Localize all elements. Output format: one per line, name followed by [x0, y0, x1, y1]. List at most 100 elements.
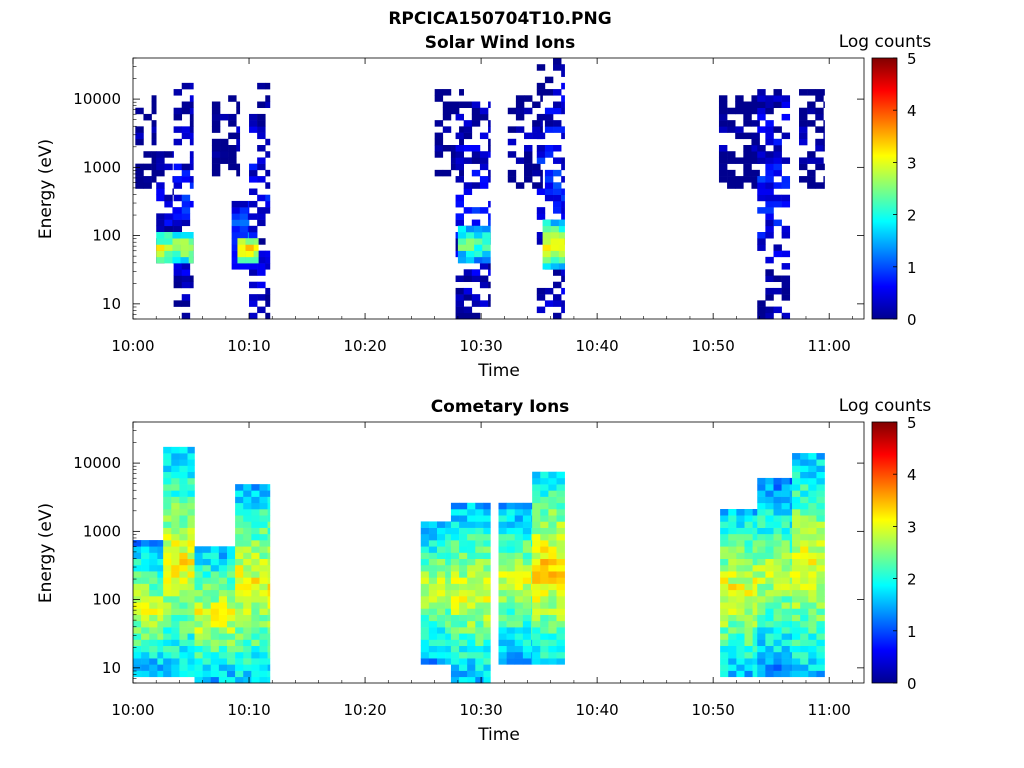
heatmap-cell: [514, 577, 524, 584]
heatmap-cell: [482, 256, 491, 264]
heatmap-cell: [743, 107, 752, 115]
heatmap-cell: [173, 275, 183, 283]
heatmap-cell: [514, 633, 524, 640]
heatmap-cell: [799, 163, 808, 171]
heatmap-cell: [149, 540, 158, 547]
heatmap-cell: [259, 614, 268, 622]
heatmap-cell: [172, 219, 174, 227]
heatmap-cell: [251, 521, 260, 528]
heatmap-cell: [514, 546, 524, 553]
heatmap-cell: [498, 651, 507, 659]
heatmap-cell: [720, 577, 729, 584]
heatmap-cell: [789, 521, 793, 528]
heatmap-cell: [445, 602, 452, 609]
heatmap-cell: [226, 571, 236, 578]
heatmap-cell: [556, 658, 565, 665]
heatmap-cell: [757, 521, 766, 528]
heatmap-cell: [757, 658, 766, 665]
heatmap-cell: [522, 502, 532, 510]
heatmap-cell: [249, 200, 258, 208]
heatmap-cell: [257, 238, 266, 245]
heatmap-cell: [488, 169, 491, 177]
heatmap-cell: [483, 602, 491, 609]
heatmap-cell: [450, 521, 460, 528]
heatmap-cell: [164, 225, 173, 233]
heatmap-cell: [765, 558, 774, 566]
heatmap-cell: [548, 639, 557, 647]
heatmap-cell: [815, 163, 824, 171]
heatmap-cell: [781, 490, 791, 497]
heatmap-cell: [816, 527, 825, 535]
heatmap-cell: [515, 157, 525, 164]
heatmap-cell: [506, 533, 516, 541]
heatmap-cell: [483, 583, 491, 591]
heatmap-cell: [141, 558, 150, 566]
colorbar-cometary: [871, 421, 898, 684]
heatmap-cell: [532, 477, 541, 485]
heatmap-cell: [237, 238, 246, 245]
heatmap-cell: [149, 620, 158, 628]
heatmap-cell: [718, 95, 728, 102]
heatmap-cell: [187, 484, 195, 491]
heatmap-cell: [475, 602, 484, 609]
heatmap-cell: [752, 608, 758, 615]
heatmap-cell: [173, 213, 183, 220]
heatmap-cell: [556, 596, 565, 603]
heatmap-cell: [202, 639, 212, 647]
heatmap-cell: [173, 225, 183, 233]
heatmap-cell: [218, 670, 228, 678]
heatmap-cell: [141, 546, 150, 553]
heatmap-cell: [251, 577, 260, 584]
heatmap-cell: [459, 676, 468, 684]
heatmap-cell: [540, 496, 549, 504]
heatmap-cell: [164, 200, 173, 208]
heatmap-cell: [522, 602, 532, 609]
heatmap-cell: [189, 101, 194, 109]
heatmap-cell: [450, 633, 460, 640]
heatmap-cell: [189, 132, 194, 140]
heatmap-cell: [202, 564, 212, 572]
heatmap-cell: [479, 300, 489, 307]
heatmap-cell: [506, 627, 516, 634]
heatmap-cell: [816, 471, 825, 479]
heatmap-cell: [781, 477, 791, 485]
heatmap-cell: [450, 145, 460, 152]
heatmap-cell: [524, 151, 533, 158]
heatmap-cell: [218, 552, 228, 560]
heatmap-cell: [498, 645, 507, 653]
heatmap-cell: [149, 552, 158, 560]
heatmap-cell: [561, 207, 565, 214]
heatmap-cell: [548, 658, 557, 665]
heatmap-cell: [231, 263, 241, 270]
heatmap-cell: [800, 496, 809, 504]
heatmap-cell: [187, 577, 195, 584]
heatmap-cell: [540, 182, 543, 189]
heatmap-cell: [765, 101, 774, 109]
heatmap-cell: [506, 583, 516, 591]
heatmap-cell: [171, 577, 180, 584]
heatmap-cell: [171, 639, 180, 647]
heatmap-cell: [171, 558, 180, 566]
heatmap-cell: [235, 527, 244, 535]
heatmap-cell: [181, 82, 191, 90]
heatmap-cell: [455, 176, 464, 183]
heatmap-cell: [173, 219, 183, 227]
heatmap-cell: [765, 564, 774, 572]
heatmap-cell: [259, 639, 268, 647]
heatmap-cell: [744, 527, 753, 535]
heatmap-cell: [773, 546, 782, 553]
heatmap-cell: [149, 645, 158, 653]
heatmap-cell: [561, 163, 565, 171]
heatmap-cell: [736, 658, 745, 665]
heatmap-cell: [179, 502, 188, 510]
heatmap-cell: [718, 151, 728, 158]
heatmap-cell: [498, 564, 507, 572]
heatmap-cell: [757, 306, 766, 314]
heatmap-cell: [816, 602, 825, 609]
heatmap-cell: [171, 651, 180, 659]
heatmap-cell: [251, 583, 260, 591]
heatmap-cell: [540, 471, 549, 479]
heatmap-cell: [420, 577, 430, 584]
heatmap-cell: [522, 521, 532, 528]
heatmap-cell: [532, 515, 541, 522]
